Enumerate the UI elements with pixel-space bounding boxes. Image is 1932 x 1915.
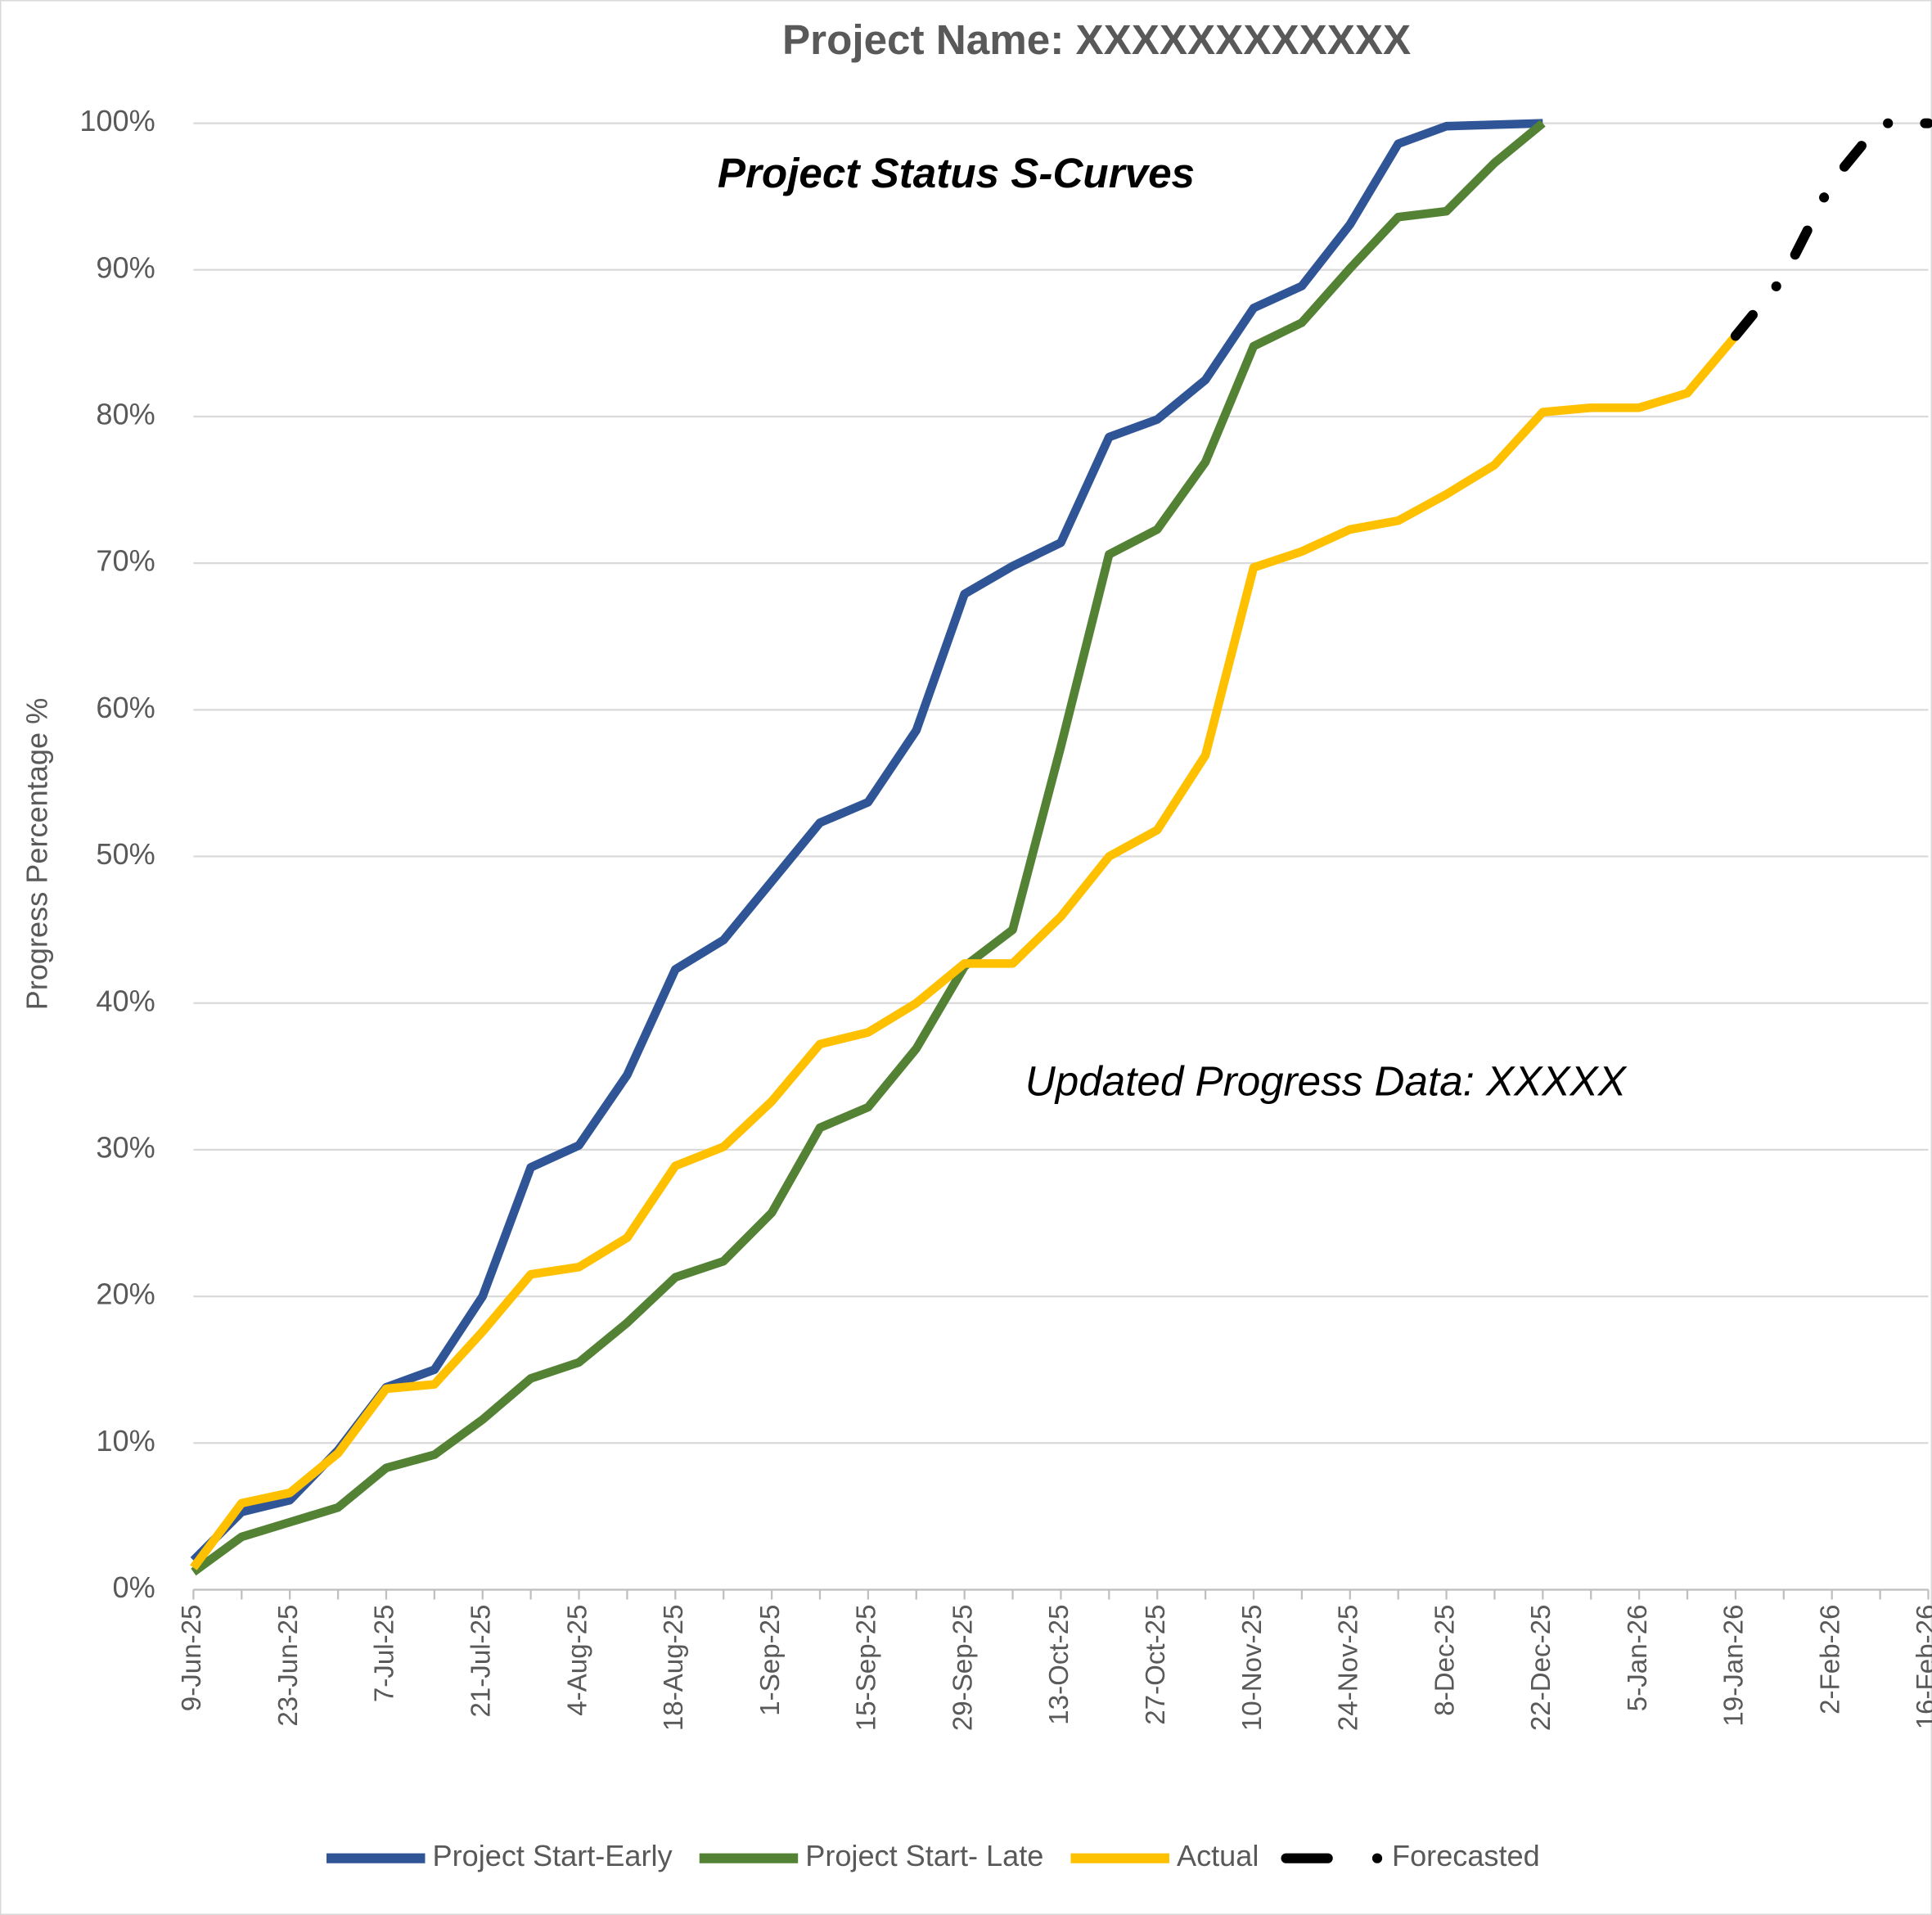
x-tick-label: 7-Jul-25 [370,1605,400,1703]
y-tick-label: 90% [96,250,155,284]
y-tick-label: 70% [96,544,155,578]
x-tick-label: 13-Oct-25 [1044,1605,1074,1725]
y-axis-label: Progress Percentage % [20,698,54,1011]
y-tick-label: 0% [113,1570,155,1604]
x-tick-label: 24-Nov-25 [1334,1605,1364,1732]
x-tick-label: 15-Sep-25 [852,1605,882,1732]
series-line [190,119,1543,1564]
x-tick-label: 8-Dec-25 [1430,1605,1460,1716]
x-tick-label: 5-Jan-26 [1623,1605,1653,1712]
legend-label: Actual [1177,1839,1259,1872]
x-tick-label: 4-Aug-25 [562,1605,592,1716]
y-tick-label: 10% [96,1424,155,1458]
x-tick-label: 16-Feb-26 [1912,1605,1932,1730]
x-tick-label: 1-Sep-25 [755,1605,786,1716]
x-tick-label: 22-Dec-25 [1526,1605,1556,1732]
chart-title: Project Name: XXXXXXXXXXXX [782,16,1411,63]
x-tick-label: 2-Feb-26 [1815,1605,1845,1714]
x-tick-label: 21-Jul-25 [466,1605,496,1718]
y-tick-label: 80% [96,398,155,431]
x-tick-label: 10-Nov-25 [1237,1605,1268,1732]
y-tick-label: 100% [79,104,155,137]
x-tick-label: 27-Oct-25 [1141,1605,1171,1725]
y-tick-label: 50% [96,837,155,871]
legend-label: Forecasted [1392,1839,1540,1872]
y-tick-label: 40% [96,984,155,1017]
x-tick-label: 29-Sep-25 [948,1605,978,1732]
series-line [191,119,1546,1576]
legend-label: Project Start- Late [805,1839,1043,1872]
y-tick-label: 20% [96,1277,155,1311]
y-tick-label: 30% [96,1130,155,1164]
x-tick-label: 9-Jun-25 [177,1605,207,1712]
annotation: Project Status S-Curves [718,150,1195,196]
x-tick-label: 23-Jun-25 [273,1605,304,1727]
annotation: Updated Progress Data: XXXXX [1025,1058,1628,1105]
series-line [190,333,1739,1570]
x-tick-label: 18-Aug-25 [659,1605,689,1732]
legend-label: Project Start-Early [433,1839,673,1872]
x-tick-label: 19-Jan-26 [1719,1605,1750,1727]
y-tick-label: 60% [96,691,155,724]
